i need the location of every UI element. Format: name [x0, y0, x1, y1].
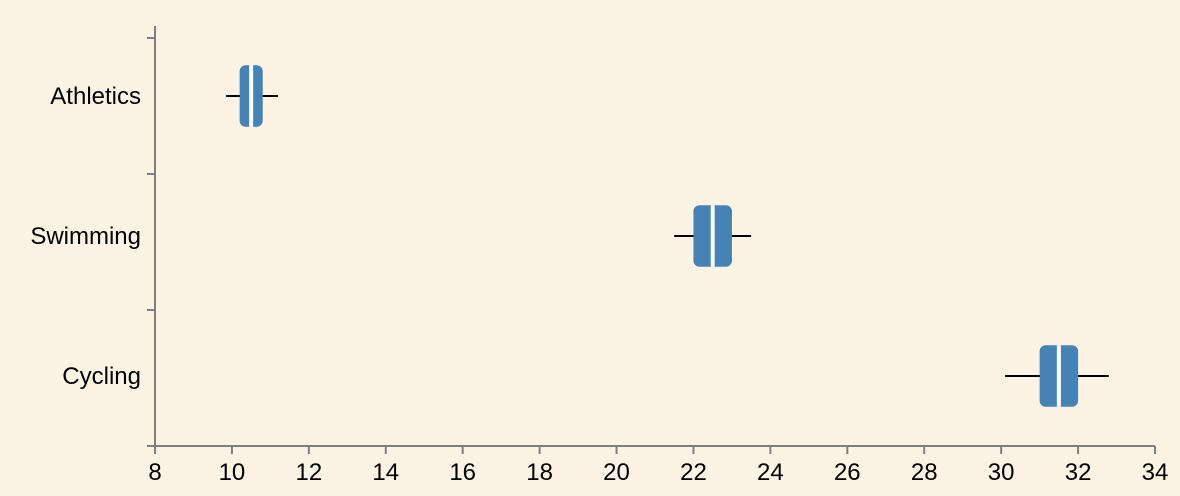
- plot-area: 8 10 12 14 16 18 20 22 24 26 28 30 32 34 Athletics Swim…: [30, 26, 1168, 486]
- x-tick-label: 12: [295, 459, 322, 486]
- x-tick-label: 20: [603, 459, 630, 486]
- x-tick-label: 32: [1065, 459, 1092, 486]
- x-tick-label: 22: [680, 459, 707, 486]
- x-tick-label: 24: [757, 459, 784, 486]
- x-tick-label: 8: [148, 459, 161, 486]
- x-tick-label: 10: [219, 459, 246, 486]
- category-label: Swimming: [30, 223, 141, 250]
- x-tick-label: 18: [526, 459, 553, 486]
- x-tick-label: 30: [988, 459, 1015, 486]
- category-label: Athletics: [50, 83, 141, 110]
- x-tick-label: 26: [834, 459, 861, 486]
- category-label: Cycling: [62, 363, 141, 390]
- x-tick-label: 28: [911, 459, 938, 486]
- x-tick-label: 14: [372, 459, 399, 486]
- x-tick-label: 16: [449, 459, 476, 486]
- x-tick-label: 34: [1142, 459, 1169, 486]
